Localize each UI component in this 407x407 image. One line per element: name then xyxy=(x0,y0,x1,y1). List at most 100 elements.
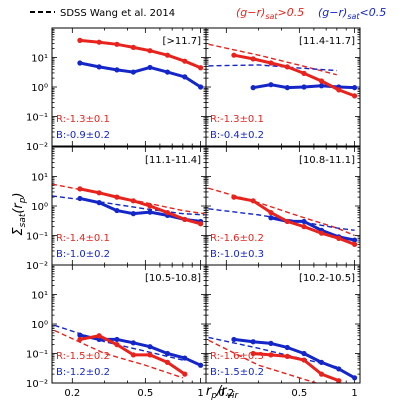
blue-series-point xyxy=(352,237,358,243)
red-series-point xyxy=(250,198,256,204)
red-dashed-reference-line xyxy=(208,339,319,383)
y-tick-label: 10⁻¹ xyxy=(26,113,48,124)
blue-dashed-reference-line xyxy=(208,336,337,368)
blue-series-point xyxy=(268,340,274,346)
blue-series-point xyxy=(77,332,83,338)
x-axis-label-slash: /r xyxy=(216,384,228,399)
blue-slope-label: B:-0.9±0.2 xyxy=(56,130,110,141)
x-axis-label: rp/rvir xyxy=(206,384,240,401)
y-tick-label: 10⁰ xyxy=(31,320,48,331)
blue-series-point xyxy=(96,200,102,206)
panel-4: [10.8-11.1] R:-1.6±0.2 B:-1.0±0.3 xyxy=(205,146,361,266)
y-tick-label: 10⁻² xyxy=(26,142,48,153)
red-series-point xyxy=(352,241,358,247)
panel-mass-label: [10.8-11.1] xyxy=(299,155,355,166)
red-dashed-reference-line xyxy=(54,329,184,379)
red-slope-label: R:-1.6±0.3 xyxy=(210,351,264,362)
red-series-point xyxy=(336,87,342,93)
red-series-point xyxy=(96,190,102,196)
red-series-point xyxy=(301,357,307,363)
y-tick-label: 10⁻¹ xyxy=(26,232,48,243)
blue-series-point xyxy=(182,355,188,361)
panel-mass-label: [11.4-11.7] xyxy=(299,36,355,47)
x-axis-label-sub2: vir xyxy=(227,391,240,401)
blue-series-point xyxy=(352,85,358,91)
red-series-point xyxy=(164,359,171,365)
y-tick-label: 10¹ xyxy=(31,291,48,302)
panel-background xyxy=(52,147,206,265)
panel-2: [11.4-11.7] R:-1.3±0.1 B:-0.4±0.2 xyxy=(205,27,361,147)
x-tick-label: 1 xyxy=(197,388,203,399)
legend-blue-cond: <0.5 xyxy=(360,6,387,19)
blue-series-point xyxy=(268,215,274,221)
red-series-line xyxy=(79,38,202,70)
red-series-point xyxy=(336,235,342,241)
blue-series-point xyxy=(284,85,290,91)
y-axis-label-sub: sat xyxy=(18,213,28,227)
panel-background xyxy=(206,147,360,265)
panel-mass-label: [11.1-11.4] xyxy=(145,155,201,166)
blue-series-line xyxy=(79,61,202,89)
red-dashed-reference-line xyxy=(208,43,337,76)
blue-series-point xyxy=(164,350,171,357)
legend-red-sub: sat xyxy=(265,12,278,21)
red-series-point xyxy=(114,342,120,348)
blue-slope-label: B:-1.2±0.2 xyxy=(56,367,110,378)
blue-series-point xyxy=(231,336,237,343)
panel-plot-area xyxy=(208,187,358,247)
blue-series-point xyxy=(318,83,325,89)
blue-series-point xyxy=(250,85,256,91)
blue-series-point xyxy=(250,339,256,345)
panel-5: 10⁻² 10⁻¹ 10⁰ 10¹ 0.2 0.5 1 [10.5-10.8] R:-1.5±0… xyxy=(26,264,207,399)
red-series-point xyxy=(182,58,188,64)
panel-background xyxy=(206,265,360,383)
blue-series-point xyxy=(114,207,120,214)
blue-series-point xyxy=(182,74,188,80)
blue-slope-label: B:-0.4±0.2 xyxy=(210,130,264,141)
x-tick-label: 1 xyxy=(351,388,357,399)
red-series-point xyxy=(301,70,307,76)
legend-blue-label: (g−r)sat<0.5 xyxy=(318,6,386,21)
blue-series-point xyxy=(301,218,307,225)
blue-dashed-reference-line xyxy=(208,64,337,72)
red-series-point xyxy=(182,216,188,223)
y-axis-label-close: ) xyxy=(11,192,26,198)
red-series-point xyxy=(96,333,102,339)
blue-slope-label: B:-1.0±0.2 xyxy=(56,249,110,260)
y-axis-label-arg: (r xyxy=(11,202,26,214)
red-series-point xyxy=(96,39,102,45)
y-axis-label: Σsat(rp) xyxy=(11,192,28,235)
blue-series-point xyxy=(130,211,136,217)
blue-series-point xyxy=(114,67,120,73)
red-series-point xyxy=(130,198,136,204)
red-series-point xyxy=(301,224,307,230)
red-series-line xyxy=(79,187,202,226)
x-tick-label: 0.5 xyxy=(291,388,307,399)
red-series-line xyxy=(253,352,340,383)
red-series-point xyxy=(318,78,325,84)
panel-plot-area xyxy=(208,43,358,99)
red-series-point xyxy=(336,378,342,383)
blue-series-point xyxy=(164,69,171,75)
red-series-point xyxy=(284,64,290,70)
blue-series-point xyxy=(268,82,274,88)
panel-1: 10⁻² 10⁻¹ 10⁰ 10¹ [>11.7] R:-1.3±0.1 B:-0.9±0.… xyxy=(26,27,207,153)
y-axis-label-main: Σ xyxy=(11,227,26,236)
blue-series-point xyxy=(147,64,153,71)
blue-series-point xyxy=(96,336,102,343)
blue-series-line xyxy=(233,337,356,380)
legend-red-main: (g−r) xyxy=(236,6,265,19)
red-series-point xyxy=(147,203,153,209)
x-axis-label-sub1: p xyxy=(210,391,217,401)
red-series-point xyxy=(147,48,153,54)
red-series-point xyxy=(268,209,274,216)
legend-blue-sub: sat xyxy=(347,12,360,21)
blue-slope-label: B:-1.5±0.2 xyxy=(210,367,264,378)
red-series-point xyxy=(130,352,136,358)
legend-red-cond: >0.5 xyxy=(278,6,305,19)
panel-mass-label: [>11.7] xyxy=(163,36,202,47)
blue-series-point xyxy=(130,340,136,346)
blue-series-point xyxy=(147,344,153,350)
legend-dashed-label: SDSS Wang et al. 2014 xyxy=(60,8,175,19)
blue-series-point xyxy=(77,195,83,202)
